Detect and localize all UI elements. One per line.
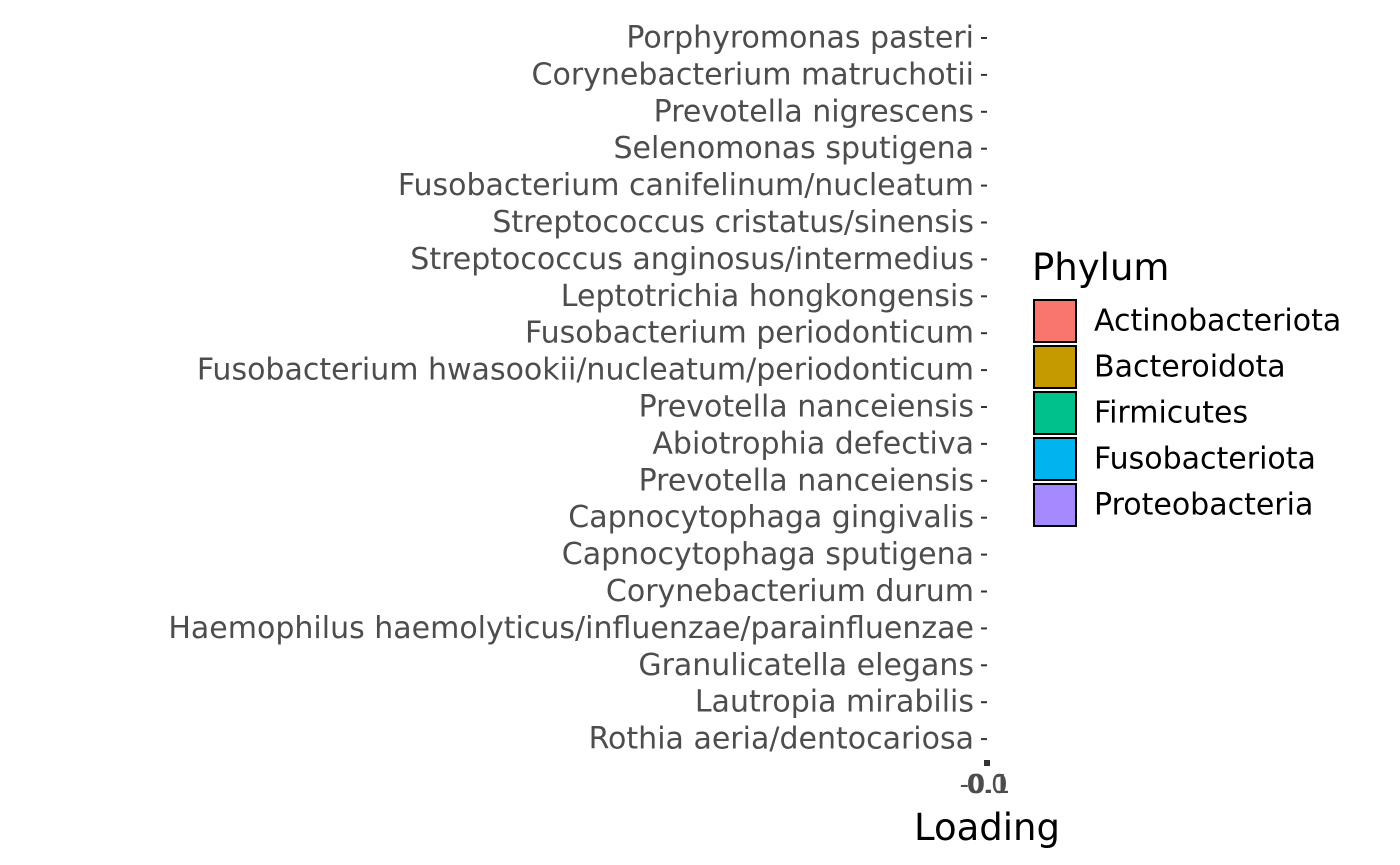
legend-title: Phylum bbox=[1032, 246, 1169, 289]
y-tick-label: Streptococcus cristatus/sinensis bbox=[492, 205, 974, 240]
legend-swatch bbox=[1033, 391, 1077, 435]
y-tick-label: Leptotrichia hongkongensis bbox=[561, 279, 974, 314]
y-tick-label: Fusobacterium hwasookii/nucleatum/period… bbox=[197, 353, 974, 388]
y-tick-label: Haemophilus haemolyticus/influenzae/para… bbox=[168, 611, 974, 646]
legend-swatch bbox=[1033, 345, 1077, 389]
legend-label: Actinobacteriota bbox=[1094, 304, 1341, 339]
x-axis: -0.10.00.1 bbox=[960, 760, 1011, 800]
y-tick-label: Fusobacterium canifelinum/nucleatum bbox=[398, 168, 974, 203]
y-tick-label: Corynebacterium matruchotii bbox=[532, 57, 974, 92]
legend-label: Fusobacteriota bbox=[1094, 442, 1316, 477]
y-tick-label: Selenomonas sputigena bbox=[614, 131, 974, 166]
y-tick-label: Porphyromonas pasteri bbox=[626, 21, 974, 56]
y-tick-label: Capnocytophaga sputigena bbox=[562, 537, 974, 572]
legend-swatch bbox=[1033, 299, 1077, 343]
legend: Phylum Actinobacteriota Bacteroidota Firmi… bbox=[1032, 246, 1341, 527]
y-tick-label: Lautropia mirabilis bbox=[695, 685, 974, 720]
y-tick-label: Capnocytophaga gingivalis bbox=[568, 500, 974, 535]
y-tick-label: Prevotella nigrescens bbox=[654, 94, 974, 129]
y-tick-label: Prevotella nanceiensis bbox=[639, 390, 974, 425]
y-tick-label: Prevotella nanceiensis bbox=[639, 463, 974, 498]
legend-label: Firmicutes bbox=[1094, 396, 1248, 431]
legend-label: Proteobacteria bbox=[1094, 488, 1313, 523]
y-tick-label: Corynebacterium durum bbox=[606, 574, 974, 609]
x-axis-title: Loading bbox=[914, 806, 1060, 849]
y-tick-label: Fusobacterium periodonticum bbox=[525, 316, 974, 351]
legend-swatch bbox=[1033, 437, 1077, 481]
x-tick-label: 0.0 bbox=[966, 770, 1007, 800]
y-tick-label: Rothia aeria/dentocariosa bbox=[589, 722, 974, 757]
y-tick-label: Abiotrophia defectiva bbox=[652, 426, 974, 461]
y-tick-label: Granulicatella elegans bbox=[638, 648, 974, 683]
legend-label: Bacteroidota bbox=[1094, 350, 1286, 385]
x-tick-label: 0.1 bbox=[968, 770, 1009, 800]
legend-swatch bbox=[1033, 483, 1077, 527]
x-tick-label: -0.1 bbox=[960, 770, 1011, 800]
y-tick-label: Streptococcus anginosus/intermedius bbox=[410, 242, 974, 277]
